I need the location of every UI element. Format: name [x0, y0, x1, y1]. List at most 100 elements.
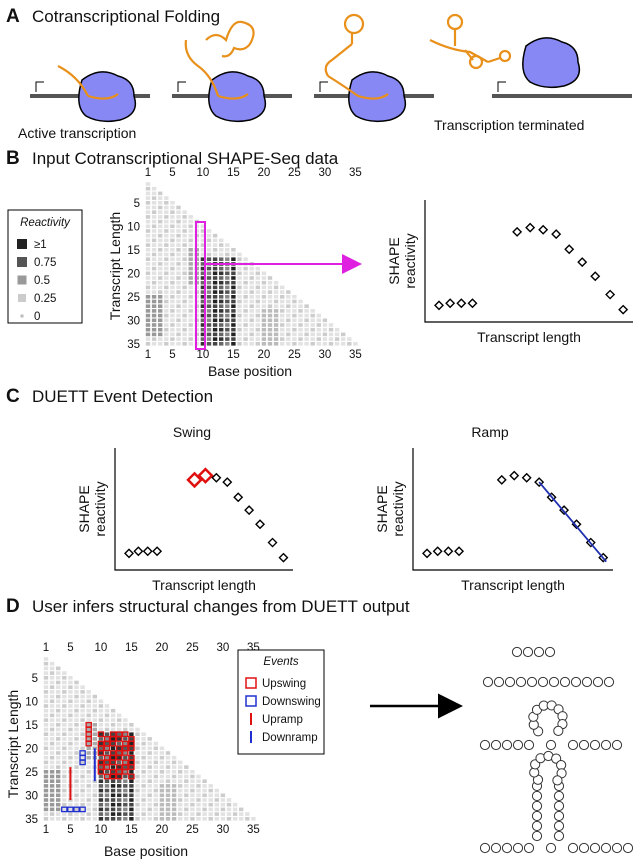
heatmap-cell: [86, 779, 91, 783]
heatmap-cell: [292, 337, 297, 341]
heatmap-cell: [237, 276, 242, 280]
legend-label: 0.25: [34, 293, 56, 305]
row-tick-label: 5: [32, 673, 38, 685]
heatmap-cell: [74, 685, 79, 689]
heatmap-cell: [92, 788, 97, 793]
heatmap-cell: [80, 708, 85, 713]
heatmap-cell: [176, 205, 181, 210]
heatmap-cell: [68, 676, 73, 680]
heatmap-cell: [104, 784, 110, 788]
heatmap-cell: [188, 332, 193, 337]
heatmap-cell: [49, 666, 55, 671]
heatmap-cell: [56, 802, 61, 807]
heatmap-cell: [273, 332, 279, 337]
heatmap-cell: [145, 313, 151, 318]
column-tick-label: 1: [145, 349, 151, 361]
heatmap-cell: [212, 276, 218, 280]
heatmap-cell: [117, 788, 122, 793]
plot: SHAPE reactivity Transcript length: [386, 200, 633, 345]
heatmap-cell: [56, 718, 61, 722]
nucleotide: [533, 646, 545, 658]
legend: Reactivity ≥1 0.75 0.5 0.25 0: [7, 209, 83, 324]
heatmap-cell: [200, 280, 206, 285]
heatmap-cell: [153, 798, 158, 802]
heatmap-cell: [225, 266, 230, 271]
heatmap-cell: [164, 210, 169, 214]
heatmap-cell: [206, 323, 212, 327]
heatmap-cell: [206, 309, 212, 313]
heatmap-cell: [43, 760, 49, 765]
heatmap-cell: [182, 327, 187, 332]
heatmap-cell: [43, 802, 49, 807]
heatmap-cell: [153, 765, 158, 769]
heatmap-cell: [145, 262, 151, 266]
heatmap-cell: [164, 327, 169, 332]
heatmap-cell: [151, 252, 157, 257]
data-point: [222, 477, 233, 488]
heatmap-cell: [225, 290, 230, 294]
heatmap-cell: [151, 271, 157, 276]
heatmap-cell: [117, 807, 122, 812]
heatmap-cell: [164, 271, 169, 276]
heatmap-cell: [68, 685, 73, 689]
heatmap-cell: [135, 746, 140, 751]
heatmap-cell: [86, 741, 91, 746]
heatmap-cell: [164, 229, 169, 233]
heatmap-cell: [74, 732, 79, 736]
heatmap-cell: [176, 313, 181, 318]
heatmap-cell: [286, 299, 291, 304]
heatmap-cell: [219, 243, 224, 247]
heatmap-cell: [231, 323, 236, 327]
heatmap-cell: [80, 784, 85, 788]
heatmap-cell: [243, 290, 248, 294]
heatmap-cell: [141, 793, 146, 798]
heatmap-cell: [104, 774, 110, 779]
heatmap-cell: [49, 713, 55, 718]
heatmap-cell: [164, 238, 169, 243]
heatmap-cell: [158, 299, 163, 304]
heatmap-cell: [188, 276, 193, 280]
event-marker: [115, 736, 123, 742]
heatmap-cell: [117, 770, 122, 774]
heatmap-cell: [98, 708, 104, 713]
heatmap-cell: [74, 704, 79, 708]
heatmap-cell: [141, 807, 146, 812]
heatmap-cell: [206, 332, 212, 337]
heatmap-cell: [43, 704, 49, 708]
heatmap-cell: [212, 342, 218, 346]
heatmap-cell: [43, 746, 49, 751]
axis-label: reactivity: [390, 481, 406, 536]
heatmap-cell: [153, 817, 158, 821]
nucleotide: [531, 820, 543, 832]
heatmap-cell: [56, 723, 61, 727]
data-point: [525, 222, 536, 233]
heatmap-cell: [147, 746, 152, 751]
heatmap-cell: [158, 266, 163, 271]
heatmap-cell: [159, 798, 165, 802]
heatmap-cell: [206, 233, 212, 238]
data-point: [467, 298, 478, 309]
heatmap-cell: [298, 323, 303, 327]
heatmap-cell: [147, 807, 152, 812]
heatmap-cell: [153, 746, 158, 751]
heatmap-cell: [182, 229, 187, 233]
heatmap-cell: [226, 802, 232, 807]
heatmap-cell: [273, 318, 279, 323]
heatmap-cell: [243, 323, 248, 327]
heatmap-cell: [98, 732, 104, 736]
heatmap-cell: [117, 765, 122, 769]
heatmap-cell: [117, 812, 122, 816]
heatmap-cell: [184, 798, 189, 802]
heatmap-cell: [49, 694, 55, 699]
heatmap-cell: [117, 760, 122, 765]
event-marker: [73, 806, 80, 813]
heatmap-cell: [159, 784, 165, 788]
heatmap-cell: [219, 313, 224, 318]
heatmap-cell: [190, 779, 195, 783]
heatmap-cell: [110, 765, 116, 769]
heatmap-cell: [158, 219, 163, 224]
heatmap-cell: [170, 238, 175, 243]
heatmap-cell: [164, 266, 169, 271]
heatmap-cell: [249, 337, 254, 341]
heatmap-cell: [56, 690, 61, 694]
